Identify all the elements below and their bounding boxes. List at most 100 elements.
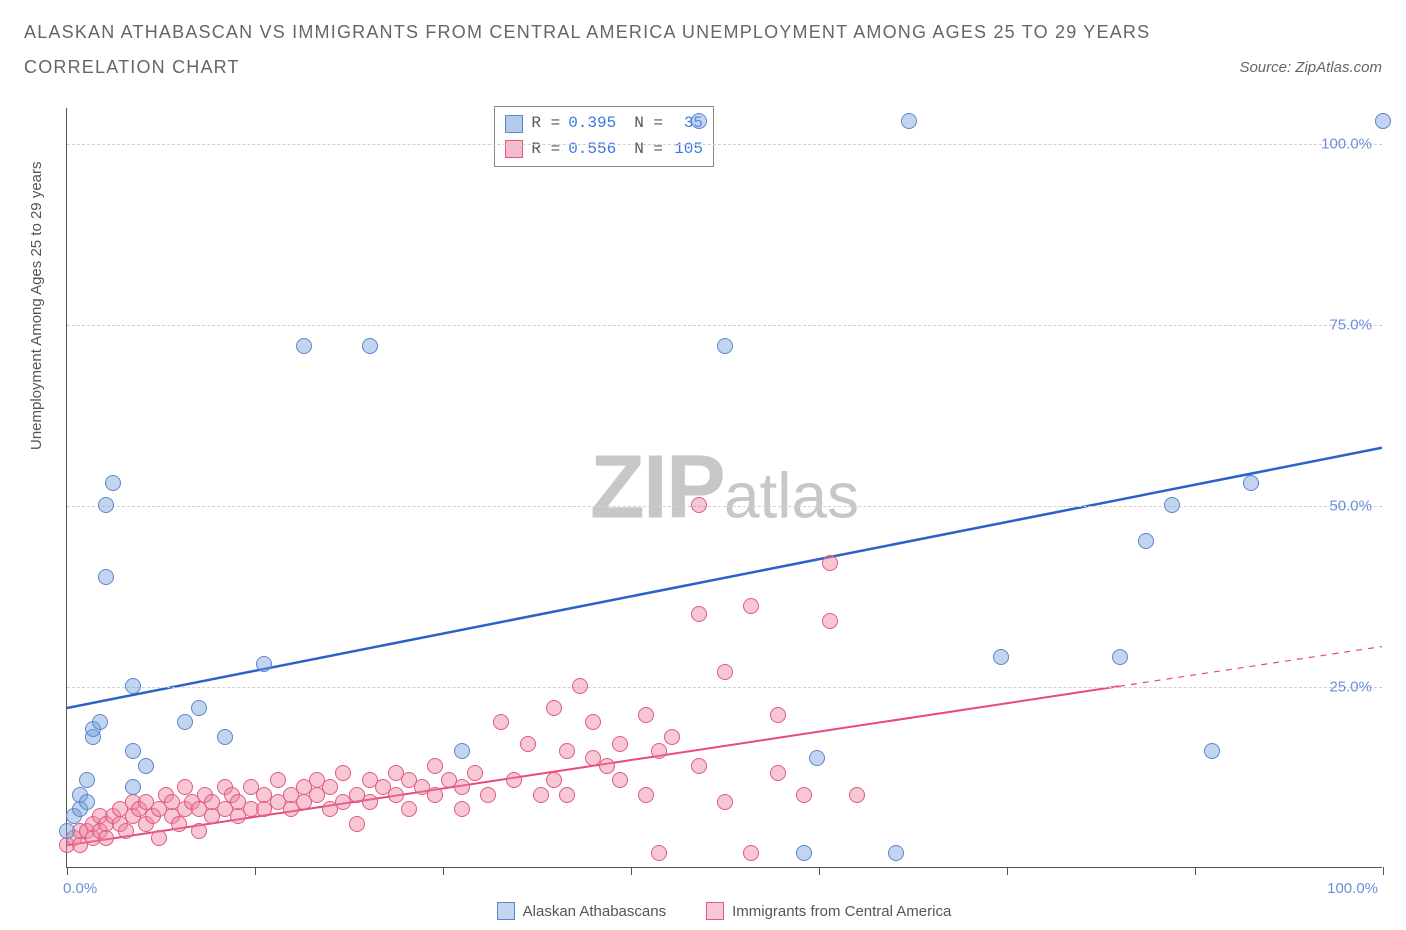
stats-n-label: N = (634, 111, 663, 137)
scatter-point-b (493, 714, 509, 730)
scatter-point-b (559, 743, 575, 759)
scatter-point-a (993, 649, 1009, 665)
scatter-point-a (98, 569, 114, 585)
scatter-point-b (546, 772, 562, 788)
scatter-point-b (322, 779, 338, 795)
y-tick-label: 100.0% (1321, 136, 1372, 153)
scatter-point-b (651, 743, 667, 759)
scatter-point-b (171, 816, 187, 832)
scatter-point-b (651, 845, 667, 861)
scatter-point-a (191, 700, 207, 716)
scatter-point-a (125, 779, 141, 795)
scatter-point-b (770, 707, 786, 723)
scatter-point-a (691, 113, 707, 129)
stats-r-value: 0.395 (568, 111, 616, 137)
scatter-point-b (612, 772, 628, 788)
correlation-stats-box: R =0.395N =35R =0.556N =105 (494, 106, 714, 167)
y-axis-label: Unemployment Among Ages 25 to 29 years (28, 161, 45, 450)
scatter-point-b (664, 729, 680, 745)
stats-row: R =0.556N =105 (505, 137, 703, 163)
x-tick (67, 867, 68, 875)
scatter-point-b (427, 787, 443, 803)
stats-row: R =0.395N =35 (505, 111, 703, 137)
scatter-point-a (1243, 475, 1259, 491)
x-tick (631, 867, 632, 875)
stats-swatch (505, 140, 523, 158)
scatter-point-b (335, 765, 351, 781)
scatter-point-b (638, 707, 654, 723)
scatter-point-b (822, 555, 838, 571)
scatter-point-a (1138, 533, 1154, 549)
x-tick (1195, 867, 1196, 875)
gridline (67, 144, 1382, 145)
legend-swatch-b (706, 902, 724, 920)
y-tick-label: 75.0% (1329, 317, 1372, 334)
scatter-point-a (217, 729, 233, 745)
x-tick-label: 100.0% (1327, 880, 1378, 897)
scatter-point-a (454, 743, 470, 759)
scatter-point-b (388, 787, 404, 803)
scatter-point-b (743, 598, 759, 614)
scatter-point-b (533, 787, 549, 803)
trend-lines (67, 108, 1382, 867)
scatter-point-a (79, 794, 95, 810)
x-tick-label: 0.0% (63, 880, 97, 897)
x-tick (255, 867, 256, 875)
scatter-point-a (92, 714, 108, 730)
stats-n-label: N = (634, 137, 663, 163)
scatter-point-b (717, 794, 733, 810)
legend-label-a: Alaskan Athabascans (523, 903, 666, 920)
scatter-point-b (572, 678, 588, 694)
x-tick (1383, 867, 1384, 875)
chart-title-line1: ALASKAN ATHABASCAN VS IMMIGRANTS FROM CE… (24, 18, 1382, 47)
scatter-point-b (427, 758, 443, 774)
scatter-point-b (796, 787, 812, 803)
scatter-point-b (546, 700, 562, 716)
scatter-point-b (520, 736, 536, 752)
scatter-point-b (506, 772, 522, 788)
scatter-point-b (362, 794, 378, 810)
scatter-point-b (691, 606, 707, 622)
scatter-point-b (559, 787, 575, 803)
gridline (67, 687, 1382, 688)
scatter-point-a (1204, 743, 1220, 759)
legend-swatch-a (497, 902, 515, 920)
chart-plot-area: ZIPatlas R =0.395N =35R =0.556N =105 25.… (66, 108, 1382, 868)
source-label: Source: ZipAtlas.com (1239, 59, 1382, 76)
scatter-point-b (849, 787, 865, 803)
scatter-point-a (105, 475, 121, 491)
scatter-point-b (98, 830, 114, 846)
scatter-point-b (118, 823, 134, 839)
scatter-point-b (401, 801, 417, 817)
scatter-point-b (822, 613, 838, 629)
scatter-point-a (1375, 113, 1391, 129)
chart-header: ALASKAN ATHABASCAN VS IMMIGRANTS FROM CE… (0, 0, 1406, 82)
gridline (67, 325, 1382, 326)
scatter-point-b (717, 664, 733, 680)
scatter-point-b (691, 758, 707, 774)
scatter-point-a (79, 772, 95, 788)
scatter-point-b (480, 787, 496, 803)
scatter-point-a (717, 338, 733, 354)
scatter-point-b (151, 830, 167, 846)
scatter-point-b (691, 497, 707, 513)
stats-swatch (505, 115, 523, 133)
legend-item-a: Alaskan Athabascans (497, 902, 666, 920)
x-tick (443, 867, 444, 875)
watermark: ZIPatlas (590, 436, 859, 539)
scatter-point-b (454, 801, 470, 817)
x-tick (819, 867, 820, 875)
scatter-point-b (585, 714, 601, 730)
watermark-part1: ZIP (590, 437, 724, 537)
y-tick-label: 25.0% (1329, 679, 1372, 696)
scatter-point-a (59, 823, 75, 839)
stats-r-label: R = (531, 137, 560, 163)
scatter-point-a (296, 338, 312, 354)
stats-n-value: 105 (671, 137, 703, 163)
legend-label-b: Immigrants from Central America (732, 903, 951, 920)
scatter-point-b (467, 765, 483, 781)
scatter-point-a (177, 714, 193, 730)
scatter-point-a (1164, 497, 1180, 513)
watermark-part2: atlas (724, 459, 859, 531)
scatter-point-a (362, 338, 378, 354)
